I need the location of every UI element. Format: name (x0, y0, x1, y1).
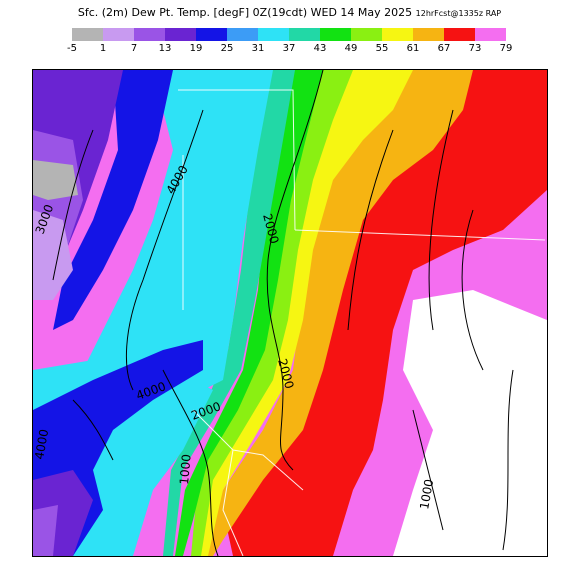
legend-tick-label: 31 (251, 43, 265, 54)
region-gray (33, 160, 78, 200)
legend-tick-label: 37 (282, 43, 296, 54)
legend-tick-label: 1 (99, 43, 107, 54)
legend-tick-label: 49 (344, 43, 358, 54)
legend-tick-labels: -5 1 7 13 19 25 31 37 43 49 55 61 67 73 79 (67, 43, 552, 57)
legend-swatch (134, 28, 165, 41)
legend-swatch (351, 28, 382, 41)
legend-tick-label: 19 (189, 43, 203, 54)
map-title: Sfc. (2m) Dew Pt. Temp. [degF] 0Z(19cdt)… (0, 6, 579, 19)
region-lightgreen (191, 70, 353, 556)
legend-tick-label: 61 (406, 43, 420, 54)
legend-swatch (258, 28, 289, 41)
legend-swatch (475, 28, 506, 41)
legend-swatch (227, 28, 258, 41)
elevation-contours (52, 70, 514, 556)
legend-tick-label: 13 (158, 43, 172, 54)
state-borders (178, 89, 546, 556)
legend-swatch (413, 28, 444, 41)
region-lavender-south (33, 505, 58, 556)
legend-swatch (320, 28, 351, 41)
contour-label: 4000 (33, 428, 51, 461)
legend-tick-label: 43 (313, 43, 327, 54)
legend-tick-label: 7 (130, 43, 138, 54)
legend-tick-label: -5 (67, 43, 77, 54)
legend-swatch (72, 28, 103, 41)
color-legend (72, 28, 506, 41)
region-green (175, 70, 323, 556)
region-yellow (198, 70, 413, 556)
legend-swatch (289, 28, 320, 41)
dewpoint-map: 4000 3000 2000 2000 4000 2000 4000 1000 … (33, 70, 547, 556)
legend-swatch (103, 28, 134, 41)
region-cyan (73, 70, 273, 430)
map-panel: 4000 3000 2000 2000 4000 2000 4000 1000 … (32, 69, 548, 557)
contour-label: 1000 (177, 454, 194, 486)
legend-swatch (165, 28, 196, 41)
map-title-main: Sfc. (2m) Dew Pt. Temp. [degF] 0Z(19cdt)… (77, 6, 413, 19)
legend-swatch (382, 28, 413, 41)
map-title-run: 12hrFcst@1335z RAP (415, 9, 502, 18)
region-red (223, 70, 547, 556)
region-white (393, 290, 547, 556)
legend-tick-label: 79 (499, 43, 513, 54)
legend-tick-label: 67 (437, 43, 451, 54)
legend-tick-label: 73 (468, 43, 482, 54)
legend-tick-label: 55 (375, 43, 389, 54)
region-blue-north (53, 70, 173, 330)
legend-swatch (196, 28, 227, 41)
legend-tick-label: 25 (220, 43, 234, 54)
legend-swatch (444, 28, 475, 41)
contour-label: 1000 (417, 478, 436, 511)
region-orange (203, 70, 473, 556)
